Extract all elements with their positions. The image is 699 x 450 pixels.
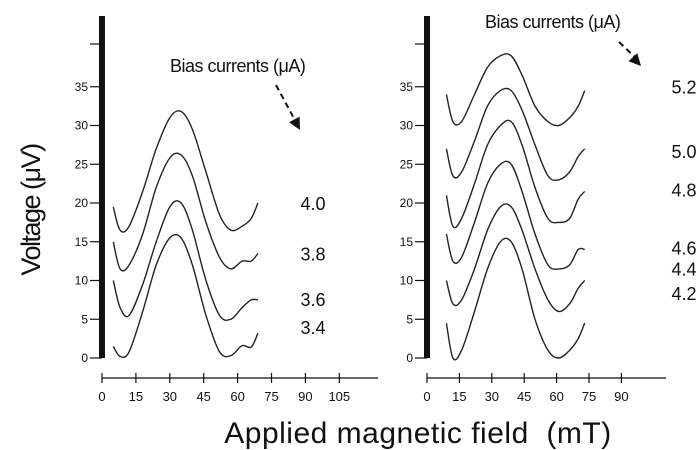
series-line-4-4 xyxy=(445,203,586,313)
left-panel: 0 5 10 15 20 25 30 35 0 15 30 45 60 75 90 105 3.4 3.6 3.8 4… xyxy=(75,16,378,404)
series-label: 3.8 xyxy=(300,244,325,264)
x-tick-label: 45 xyxy=(196,389,210,404)
series-label: 4.6 xyxy=(671,239,696,259)
series-label: 4.4 xyxy=(671,260,696,280)
y-tick-label: 20 xyxy=(400,196,414,210)
x-tick-label: 30 xyxy=(163,389,177,404)
series-line-3-6 xyxy=(112,200,258,321)
x-tick-label: 0 xyxy=(98,389,105,404)
y-tick-label: 0 xyxy=(81,351,88,365)
series-label: 5.2 xyxy=(671,78,696,98)
series-line-3-4 xyxy=(112,233,259,359)
x-tick-label: 15 xyxy=(129,389,143,404)
y-tick-label: 25 xyxy=(75,157,89,171)
x-tick-label: 45 xyxy=(517,389,531,404)
bias-currents-annotation: Bias currents (μA) xyxy=(485,12,620,32)
series-label: 5.0 xyxy=(671,142,696,162)
series-label: 4.2 xyxy=(671,284,696,304)
series-label: 3.4 xyxy=(300,318,325,338)
annotation-arrow xyxy=(275,84,298,125)
bias-currents-annotation: Bias currents (μA) xyxy=(170,56,305,76)
x-tick-label: 15 xyxy=(452,389,466,404)
x-tick-label: 60 xyxy=(230,389,244,404)
y-tick-label: 35 xyxy=(400,80,414,94)
y-axis-label: Voltage (μV) xyxy=(16,144,46,276)
y-tick-label: 5 xyxy=(81,312,88,326)
annotation-arrowhead xyxy=(628,53,641,66)
x-axis-label: Applied magnetic field (mT) xyxy=(224,417,611,450)
series-line-5-2 xyxy=(445,53,586,127)
x-tick-label: 75 xyxy=(264,389,278,404)
y-tick-label: 30 xyxy=(400,119,414,133)
series-label: 3.6 xyxy=(300,290,325,310)
y-tick-label: 30 xyxy=(75,119,89,133)
y-tick-label: 10 xyxy=(400,274,414,288)
x-tick-label: 90 xyxy=(614,389,628,404)
series-label: 4.8 xyxy=(671,180,696,200)
series-label: 4.0 xyxy=(300,194,325,214)
y-tick-label: 0 xyxy=(406,351,413,365)
x-tick-label: 60 xyxy=(549,389,563,404)
y-tick-label: 25 xyxy=(400,157,414,171)
series-line-3-8 xyxy=(112,152,259,272)
series-line-4-6 xyxy=(445,160,585,270)
y-tick-label: 20 xyxy=(75,196,89,210)
series-line-4-8 xyxy=(445,119,586,229)
x-tick-label: 0 xyxy=(423,389,430,404)
x-tick-label: 30 xyxy=(485,389,499,404)
annotation-arrowhead xyxy=(289,116,300,130)
series-line-4-2 xyxy=(445,237,586,361)
y-tick-label: 35 xyxy=(75,80,89,94)
y-tick-label: 5 xyxy=(406,312,413,326)
series-line-5-0 xyxy=(445,87,586,182)
x-tick-label: 90 xyxy=(298,389,312,404)
series-line-4-0 xyxy=(112,110,259,233)
y-tick-label: 10 xyxy=(75,274,89,288)
y-tick-label: 15 xyxy=(75,235,89,249)
x-tick-label: 75 xyxy=(582,389,596,404)
y-tick-label: 15 xyxy=(400,235,414,249)
x-tick-label: 105 xyxy=(328,389,350,404)
right-panel: 0 5 10 15 20 25 30 35 0 15 30 45 60 75 90 4.2 4.44.6 4.8 5… xyxy=(400,12,697,404)
